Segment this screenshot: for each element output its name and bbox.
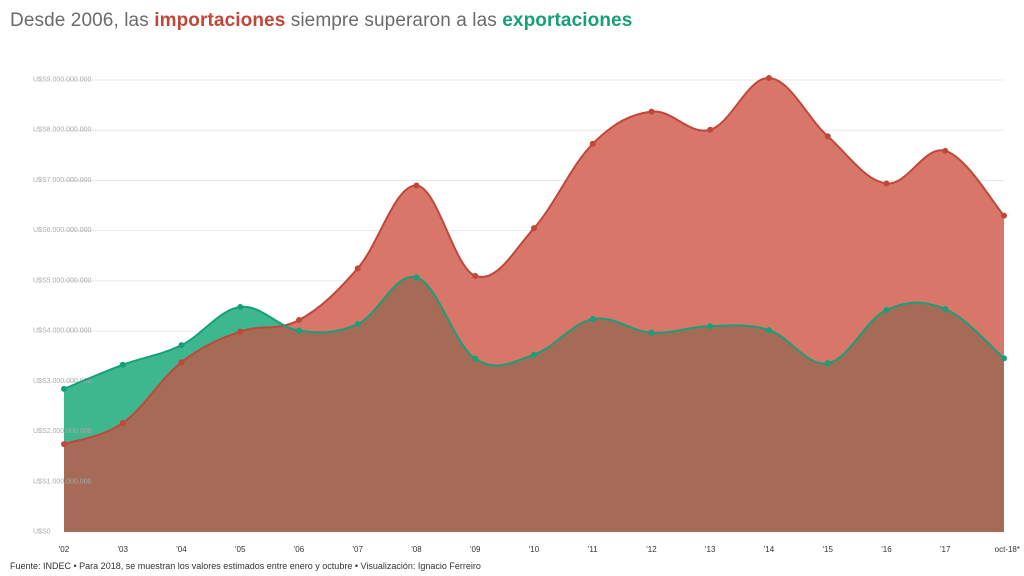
- source-note: Fuente: INDEC • Para 2018, se muestran l…: [10, 561, 481, 571]
- imports-point: [648, 108, 655, 115]
- x-tick-label: '02: [59, 545, 70, 554]
- imports-point: [237, 328, 244, 335]
- y-tick-label: U$S8.000.000.000: [33, 127, 91, 134]
- imports-point: [413, 182, 420, 189]
- imports-point: [707, 126, 714, 133]
- exports-point: [942, 306, 949, 313]
- imports-point: [942, 147, 949, 154]
- x-tick-label: '10: [529, 545, 540, 554]
- exports-point: [766, 327, 772, 334]
- exports-point: [707, 323, 714, 330]
- imports-point: [531, 225, 537, 232]
- imports-point: [766, 74, 772, 81]
- x-tick-label: '11: [588, 545, 598, 554]
- imports-point: [354, 265, 361, 272]
- x-tick-label: '14: [764, 545, 775, 554]
- exports-point: [589, 316, 596, 323]
- imports-point: [1001, 212, 1007, 219]
- x-tick-label: '13: [705, 545, 716, 554]
- title-imports: importaciones: [154, 10, 286, 31]
- y-tick-label: U$S1.000.000.000: [33, 478, 91, 485]
- y-tick-label: U$S6.000.000.000: [33, 227, 91, 234]
- y-tick-label: U$S9.000.000.000: [33, 77, 91, 84]
- chart-title: Desde 2006, las importaciones siempre su…: [10, 10, 632, 32]
- exports-point: [354, 321, 361, 328]
- exports-point: [237, 304, 244, 311]
- imports-point: [119, 420, 126, 427]
- x-tick-label: '05: [235, 545, 246, 554]
- y-tick-label: U$S0: [33, 529, 51, 536]
- x-tick-label: '17: [940, 545, 951, 554]
- exports-point: [824, 360, 831, 367]
- x-tick-label: '03: [118, 545, 129, 554]
- imports-point: [472, 272, 479, 279]
- x-tick-label: oct-18*: [995, 545, 1020, 554]
- y-tick-label: U$S5.000.000.000: [33, 277, 91, 284]
- exports-point: [296, 327, 302, 334]
- imports-point: [589, 140, 596, 147]
- y-tick-label: U$S7.000.000.000: [33, 177, 91, 184]
- x-tick-label: '12: [646, 545, 657, 554]
- exports-point: [648, 329, 655, 336]
- y-tick-label: U$S2.000.000.000: [33, 428, 91, 435]
- exports-point: [883, 307, 890, 314]
- exports-point: [1001, 355, 1007, 362]
- x-tick-labels: '02 '03 '04 '05 '06 '07 '08 '09 '10 '11 '12 '13 '14 '…: [59, 545, 1020, 554]
- x-tick-label: '07: [353, 545, 364, 554]
- imports-point: [824, 133, 831, 140]
- title-exports: exportaciones: [502, 10, 633, 31]
- exports-point: [413, 274, 420, 281]
- x-tick-label: '08: [411, 545, 422, 554]
- x-tick-label: '16: [881, 545, 892, 554]
- y-tick-label: U$S4.000.000.000: [33, 328, 91, 335]
- title-part1: Desde 2006, las: [10, 10, 155, 31]
- imports-point: [296, 317, 302, 324]
- imports-point: [61, 441, 67, 448]
- exports-point: [178, 342, 185, 349]
- x-tick-label: '09: [470, 545, 481, 554]
- point-layer: [61, 74, 1007, 448]
- imports-point: [178, 359, 185, 366]
- exports-point: [472, 355, 479, 362]
- exports-point: [61, 385, 67, 392]
- exports-point: [119, 361, 126, 368]
- x-tick-label: '15: [823, 545, 834, 554]
- title-part2: siempre superaron a las: [285, 10, 503, 31]
- x-tick-label: '06: [294, 545, 305, 554]
- y-tick-labels: U$S0 U$S1.000.000.000 U$S2.000.000.000 U$S3…: [33, 77, 91, 536]
- imports-point: [883, 180, 890, 187]
- y-tick-label: U$S3.000.000.000: [33, 378, 91, 385]
- x-tick-label: '04: [176, 545, 187, 554]
- area-layer: [64, 77, 1004, 532]
- exports-point: [531, 351, 537, 358]
